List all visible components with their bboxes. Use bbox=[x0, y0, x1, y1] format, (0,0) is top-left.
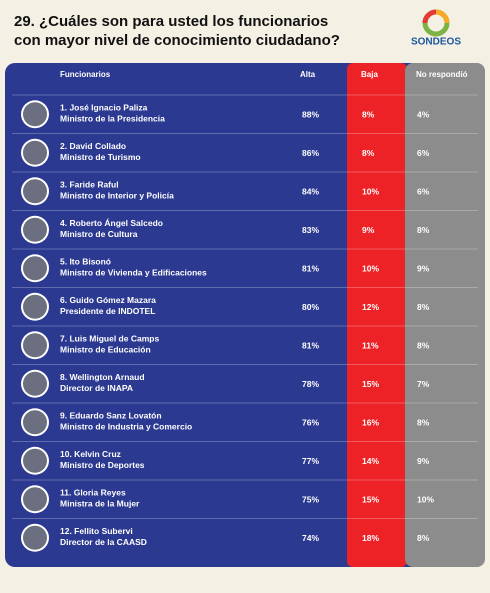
official-role: Director de la CAASD bbox=[60, 537, 147, 547]
alta-value: 84% bbox=[302, 187, 319, 197]
logo: SONDEOS bbox=[411, 9, 461, 48]
no-respondio-value: 9% bbox=[417, 456, 430, 466]
official-name: 1. José Ignacio Paliza bbox=[60, 103, 148, 113]
alta-value: 81% bbox=[302, 264, 319, 274]
title: 29. ¿Cuáles son para usted los funcionar… bbox=[14, 13, 328, 30]
official-role: Ministra de la Mujer bbox=[60, 499, 140, 509]
alta-value: 78% bbox=[302, 379, 319, 389]
baja-value: 11% bbox=[362, 341, 379, 351]
avatar-photo bbox=[23, 217, 47, 242]
column-header: Baja bbox=[361, 70, 378, 79]
no-respondio-value: 8% bbox=[417, 302, 430, 312]
avatar-photo bbox=[23, 333, 47, 358]
official-role: Ministro de Cultura bbox=[60, 229, 138, 239]
official-name: 11. Gloria Reyes bbox=[60, 488, 126, 498]
avatar-photo bbox=[23, 102, 47, 127]
baja-value: 18% bbox=[362, 533, 379, 543]
avatar-photo bbox=[23, 179, 47, 204]
no-respondio-value: 9% bbox=[417, 264, 430, 274]
avatar-photo bbox=[23, 410, 47, 435]
logo-ring bbox=[435, 9, 450, 24]
official-role: Ministro de Industria y Comercio bbox=[60, 422, 192, 432]
official-role: Ministro de la Presidencia bbox=[60, 114, 165, 124]
official-name: 5. Ito Bisonó bbox=[60, 257, 111, 267]
no-respondio-value: 4% bbox=[417, 110, 430, 120]
alta-value: 80% bbox=[302, 302, 319, 312]
logo-text: SONDEOS bbox=[411, 37, 461, 48]
alta-value: 76% bbox=[302, 418, 319, 428]
official-name: 2. David Collado bbox=[60, 141, 126, 151]
baja-value: 8% bbox=[362, 110, 375, 120]
no-respondio-value: 6% bbox=[417, 187, 430, 197]
official-role: Ministro de Turismo bbox=[60, 152, 141, 162]
official-name: 3. Faride Raful bbox=[60, 180, 119, 190]
avatar-photo bbox=[23, 525, 47, 550]
official-role: Ministro de Interior y Policía bbox=[60, 191, 174, 201]
logo-ring bbox=[422, 9, 437, 24]
column-header: Funcionarios bbox=[60, 70, 111, 79]
baja-value: 10% bbox=[362, 187, 379, 197]
baja-column bbox=[347, 63, 407, 567]
column-header: Alta bbox=[300, 70, 316, 79]
official-name: 8. Wellington Arnaud bbox=[60, 372, 145, 382]
baja-value: 15% bbox=[362, 495, 379, 505]
no-respondio-column bbox=[405, 63, 485, 567]
alta-value: 74% bbox=[302, 533, 319, 543]
official-role: Ministro de Educación bbox=[60, 345, 151, 355]
avatar-photo bbox=[23, 448, 47, 473]
column-header: No respondió bbox=[416, 70, 468, 79]
alta-value: 88% bbox=[302, 110, 319, 120]
official-name: 7. Luis Miguel de Camps bbox=[60, 334, 159, 344]
no-respondio-value: 8% bbox=[417, 418, 430, 428]
official-name: 12. Fellito Subervi bbox=[60, 526, 133, 536]
avatar-photo bbox=[23, 294, 47, 319]
alta-value: 75% bbox=[302, 495, 319, 505]
alta-value: 86% bbox=[302, 148, 319, 158]
official-role: Ministro de Deportes bbox=[60, 460, 145, 470]
alta-value: 81% bbox=[302, 341, 319, 351]
no-respondio-value: 6% bbox=[417, 148, 430, 158]
baja-value: 12% bbox=[362, 302, 379, 312]
avatar-photo bbox=[23, 487, 47, 512]
official-name: 6. Guido Gómez Mazara bbox=[60, 295, 156, 305]
official-role: Director de INAPA bbox=[60, 383, 133, 393]
baja-value: 15% bbox=[362, 379, 379, 389]
no-respondio-value: 8% bbox=[417, 533, 430, 543]
official-name: 4. Roberto Ángel Salcedo bbox=[60, 218, 163, 228]
official-name: 9. Eduardo Sanz Lovatón bbox=[60, 411, 162, 421]
official-name: 10. Kelvin Cruz bbox=[60, 449, 121, 459]
baja-value: 16% bbox=[362, 418, 379, 428]
avatar-photo bbox=[23, 371, 47, 396]
avatar-photo bbox=[23, 140, 47, 165]
no-respondio-value: 8% bbox=[417, 225, 430, 235]
baja-value: 8% bbox=[362, 148, 375, 158]
title: con mayor nivel de conocimiento ciudadan… bbox=[14, 32, 340, 49]
baja-value: 9% bbox=[362, 225, 375, 235]
official-role: Ministro de Vivienda y Edificaciones bbox=[60, 268, 207, 278]
baja-value: 14% bbox=[362, 456, 379, 466]
official-role: Presidente de INDOTEL bbox=[60, 306, 155, 316]
no-respondio-value: 7% bbox=[417, 379, 430, 389]
baja-value: 10% bbox=[362, 264, 379, 274]
avatar-photo bbox=[23, 256, 47, 281]
no-respondio-value: 10% bbox=[417, 495, 434, 505]
no-respondio-value: 8% bbox=[417, 341, 430, 351]
alta-value: 77% bbox=[302, 456, 319, 466]
alta-value: 83% bbox=[302, 225, 319, 235]
